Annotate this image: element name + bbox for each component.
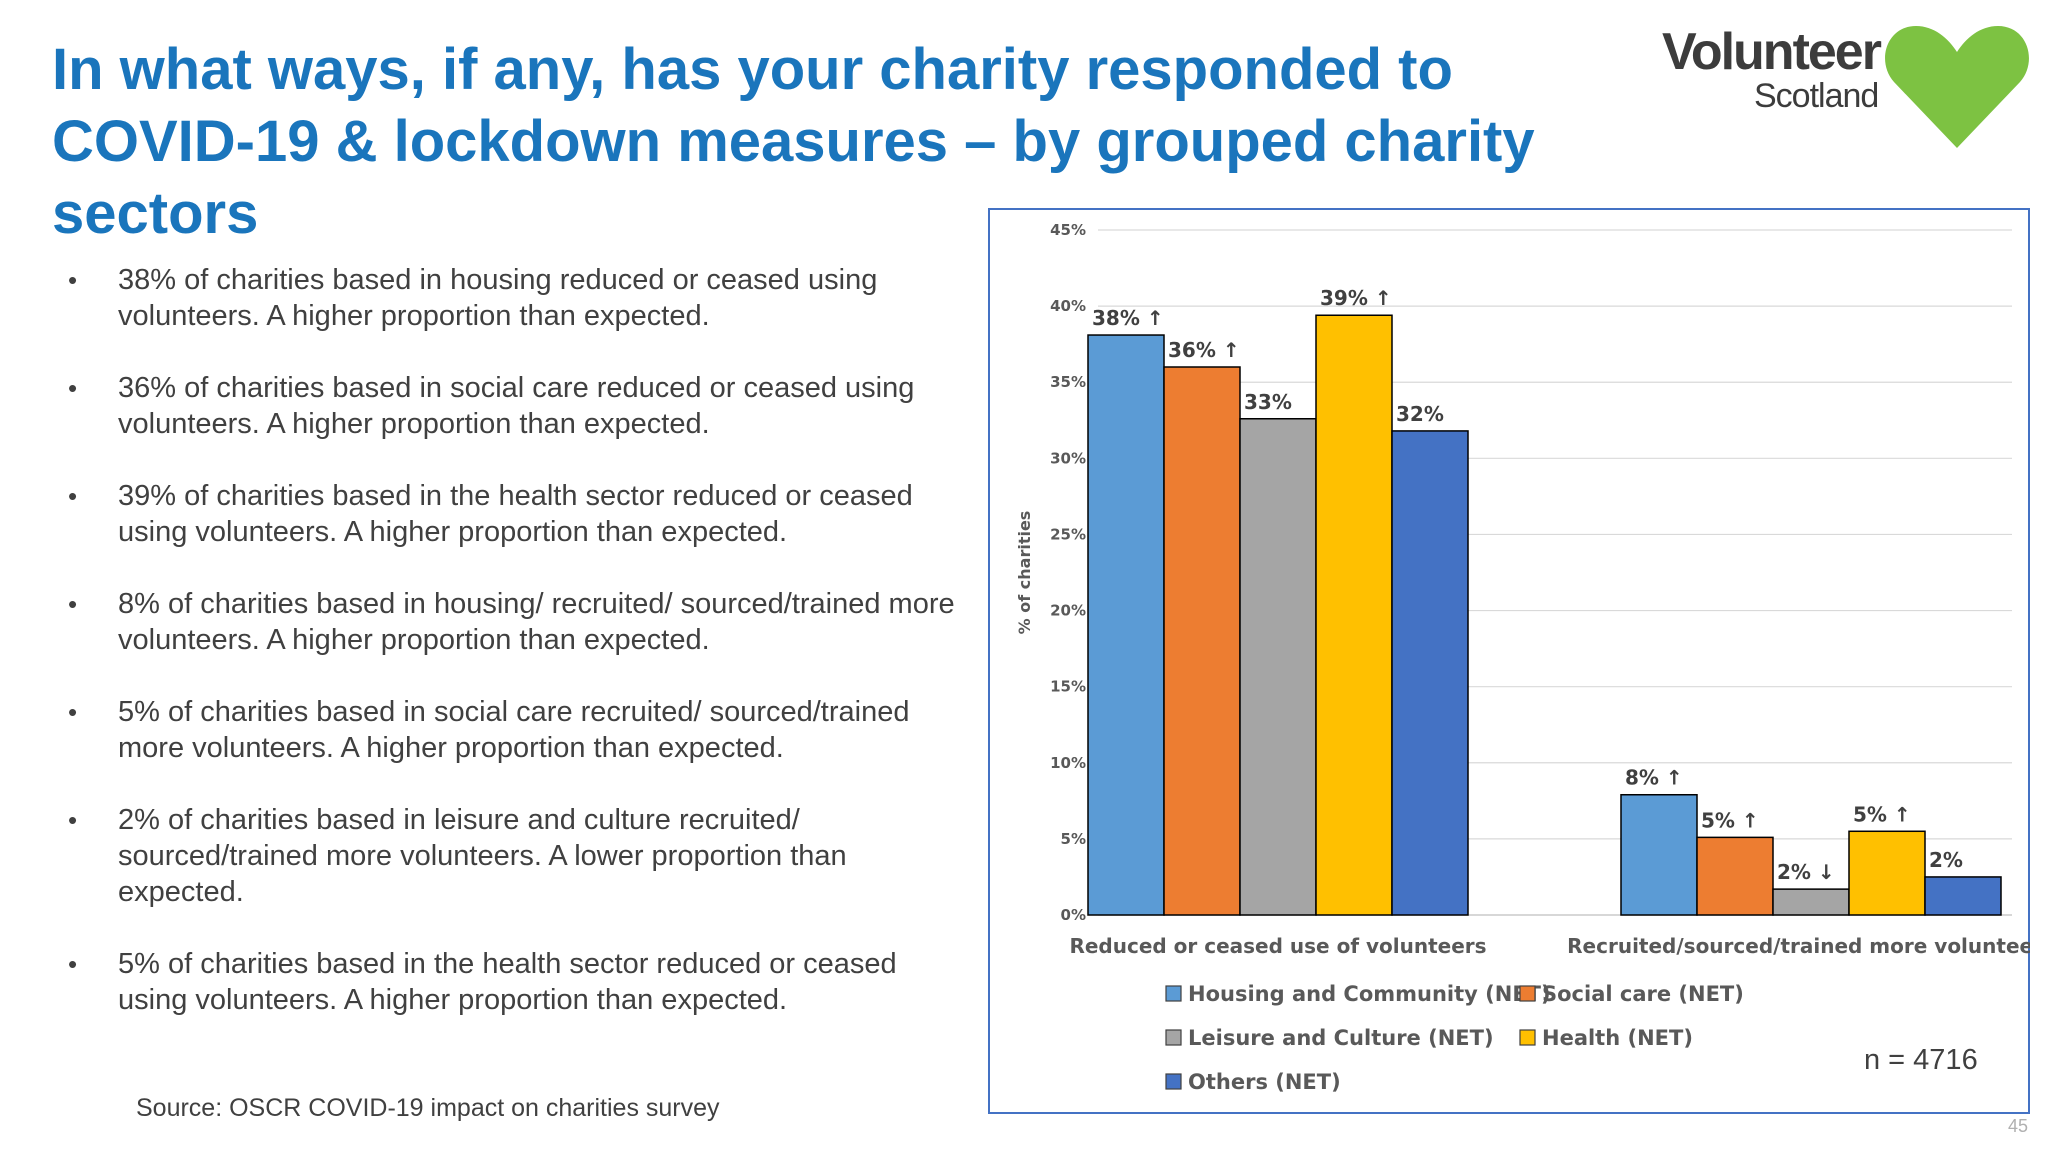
bullet-item: • 8% of charities based in housing/ recru… bbox=[68, 586, 968, 658]
y-tick-label: 0% bbox=[1061, 906, 1086, 924]
bullet-item: • 2% of charities based in leisure and cu… bbox=[68, 802, 968, 910]
bullet-item: • 36% of charities based in social care r… bbox=[68, 370, 968, 442]
bullet-dot: • bbox=[68, 265, 78, 295]
y-tick-label: 40% bbox=[1050, 297, 1086, 315]
bullet-text: 38% of charities based in housing reduce… bbox=[118, 264, 878, 332]
data-label: 32% bbox=[1396, 402, 1444, 426]
bar bbox=[1239, 418, 1317, 916]
bar-chart: 0% 5% 10% 15% 20% 25% 30% 35% 40% 45% % of chariti… bbox=[1015, 221, 2030, 1094]
data-label: 36% ↑ bbox=[1168, 338, 1240, 362]
bar bbox=[1620, 793, 1698, 916]
y-tick-label: 10% bbox=[1050, 754, 1086, 772]
bullet-dot: • bbox=[68, 589, 78, 619]
bullet-text: 5% of charities based in the health sect… bbox=[118, 948, 897, 1016]
bar bbox=[1087, 334, 1165, 916]
page-title: In what ways, if any, has your charity r… bbox=[52, 37, 1535, 246]
legend-swatch bbox=[1519, 1029, 1536, 1046]
data-label: 33% bbox=[1244, 390, 1292, 414]
data-label: 5% ↑ bbox=[1853, 802, 1911, 826]
bullet-dot: • bbox=[68, 373, 78, 403]
y-tick-label: 5% bbox=[1061, 830, 1086, 848]
legend-entry: Leisure and Culture (NET) bbox=[1188, 1026, 1494, 1050]
bar bbox=[1315, 314, 1393, 916]
bullet-dot: • bbox=[68, 805, 78, 835]
bullet-item: • 5% of charities based in social care re… bbox=[68, 694, 968, 766]
data-label: 8% ↑ bbox=[1625, 766, 1683, 790]
bullet-dot: • bbox=[68, 949, 78, 979]
bullet-text: 5% of charities based in social care rec… bbox=[118, 696, 910, 764]
y-axis-label: % of charities bbox=[1015, 511, 1034, 635]
bar bbox=[1163, 366, 1241, 916]
data-label: 5% ↑ bbox=[1701, 808, 1759, 832]
page-number: 45 bbox=[2008, 1116, 2029, 1136]
y-tick-label: 15% bbox=[1050, 678, 1086, 696]
data-label: 2% ↓ bbox=[1777, 860, 1835, 884]
legend-entry: Social care (NET) bbox=[1542, 982, 1744, 1006]
bullet-text: 36% of charities based in social care re… bbox=[118, 372, 915, 440]
data-label: 2% bbox=[1929, 848, 1963, 872]
bullet-text: 8% of charities based in housing/ recrui… bbox=[118, 588, 955, 656]
legend-entry: Others (NET) bbox=[1188, 1070, 1341, 1094]
y-tick-label: 45% bbox=[1050, 221, 1086, 239]
bullet-item: • 5% of charities based in the health sec… bbox=[68, 946, 968, 1018]
bullet-list: • 38% of charities based in housing reduc… bbox=[68, 262, 968, 1054]
data-label: 38% ↑ bbox=[1092, 306, 1164, 330]
y-tick-label: 25% bbox=[1050, 525, 1086, 543]
bar bbox=[1772, 888, 1850, 916]
data-label: 39% ↑ bbox=[1320, 286, 1392, 310]
bar bbox=[1924, 876, 2002, 916]
legend-swatch bbox=[1165, 985, 1182, 1002]
legend-swatch bbox=[1165, 1029, 1182, 1046]
x-tick-label: Reduced or ceased use of volunteers bbox=[1069, 934, 1486, 958]
bullet-item: • 38% of charities based in housing reduc… bbox=[68, 262, 968, 334]
bullet-item: • 39% of charities based in the health se… bbox=[68, 478, 968, 550]
bar bbox=[1848, 830, 1926, 916]
y-tick-label: 35% bbox=[1050, 373, 1086, 391]
logo-wordmark: Volunteer bbox=[1662, 23, 1882, 81]
legend-swatch bbox=[1165, 1073, 1182, 1090]
y-tick-label: 30% bbox=[1050, 449, 1086, 467]
bar bbox=[1696, 836, 1774, 916]
logo-subtitle: Scotland bbox=[1754, 77, 1879, 115]
sample-size: n = 4716 bbox=[1864, 1044, 1978, 1076]
bullet-dot: • bbox=[68, 481, 78, 511]
chart-frame bbox=[988, 208, 2030, 1114]
legend-entry: Housing and Community (NET) bbox=[1188, 982, 1551, 1006]
bullet-text: 39% of charities based in the health sec… bbox=[118, 480, 913, 548]
y-tick-label: 20% bbox=[1050, 602, 1086, 620]
bullet-dot: • bbox=[68, 697, 78, 727]
source-note: Source: OSCR COVID-19 impact on charitie… bbox=[136, 1094, 720, 1122]
x-tick-label: Recruited/sourced/trained more volunteer… bbox=[1567, 934, 2030, 958]
heart-logo-icon bbox=[1885, 26, 2029, 148]
bar bbox=[1391, 430, 1469, 916]
volunteer-scotland-logo: Volunteer Scotland bbox=[1658, 18, 2036, 158]
legend-entry: Health (NET) bbox=[1542, 1026, 1693, 1050]
legend-swatch bbox=[1519, 985, 1536, 1002]
bullet-text: 2% of charities based in leisure and cul… bbox=[118, 804, 847, 908]
